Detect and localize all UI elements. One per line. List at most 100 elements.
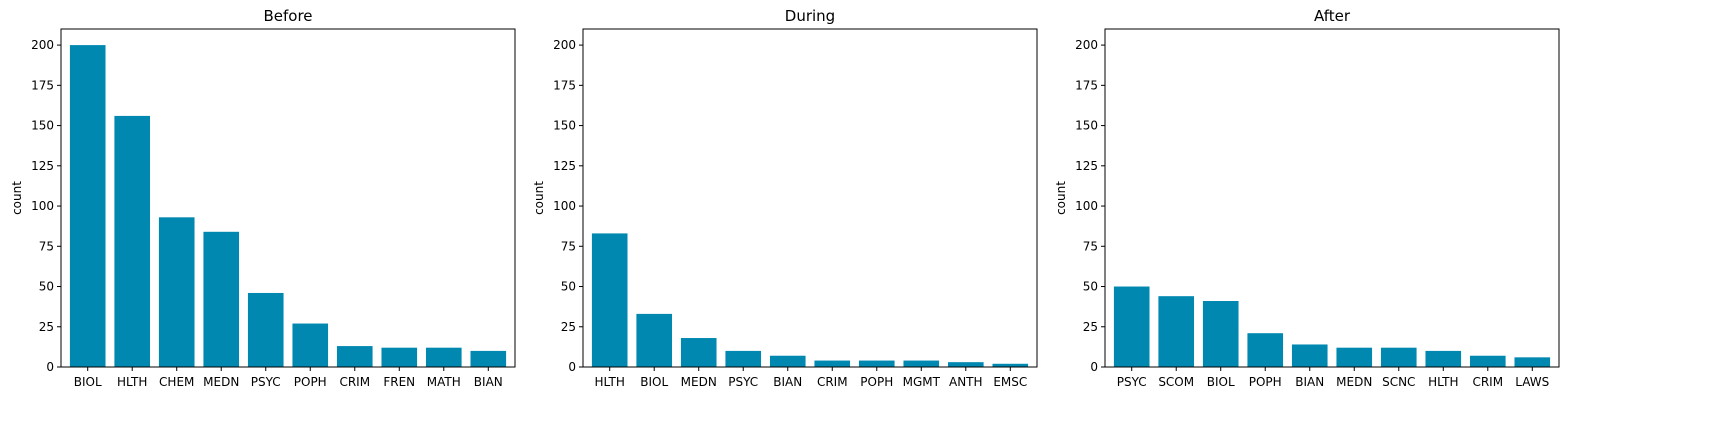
x-tick-label: SCNC <box>1382 375 1415 389</box>
x-tick-label: HLTH <box>1428 375 1458 389</box>
x-tick-label: FREN <box>383 375 415 389</box>
bar-bian <box>769 355 806 367</box>
bar-laws <box>1514 357 1551 367</box>
x-tick-label: PSYC <box>251 375 281 389</box>
y-tick-label: 50 <box>1083 280 1098 294</box>
x-tick-label: POPH <box>860 375 893 389</box>
x-tick-label: HLTH <box>117 375 147 389</box>
bar-medn <box>203 231 240 367</box>
x-tick-label: BIOL <box>74 375 102 389</box>
x-tick-label: MATH <box>427 375 461 389</box>
bar-math <box>425 347 462 367</box>
y-tick-label: 200 <box>1075 38 1098 52</box>
y-tick-label: 200 <box>31 38 54 52</box>
x-tick-label: HLTH <box>594 375 624 389</box>
y-tick-label: 125 <box>31 159 54 173</box>
bar-anth <box>947 362 984 367</box>
chart-panel-2: 0 25 50 75 100 125 150 175 200 HLTH BIOL MEDN PSYC BI… <box>532 7 1038 389</box>
bar-poph <box>1247 333 1284 367</box>
x-tick-label: MEDN <box>681 375 717 389</box>
bar-scnc <box>1380 347 1417 367</box>
y-tick-label: 150 <box>553 119 576 133</box>
bar-bian <box>470 350 507 367</box>
y-tick-label: 175 <box>1075 78 1098 92</box>
bar-hlth <box>114 115 151 367</box>
x-tick-label: CRIM <box>339 375 370 389</box>
x-tick-label: EMSC <box>993 375 1027 389</box>
y-tick-label: 25 <box>1083 320 1098 334</box>
y-tick-label: 175 <box>553 78 576 92</box>
bar-biol <box>1202 301 1239 367</box>
x-tick-label: CHEM <box>159 375 194 389</box>
y-axis-label: count <box>532 181 546 215</box>
x-tick-label: BIAN <box>773 375 802 389</box>
x-tick-label: LAWS <box>1515 375 1549 389</box>
y-tick-label: 100 <box>1075 199 1098 213</box>
axes-frame <box>1104 28 1560 368</box>
bar-psyc <box>1113 286 1150 367</box>
x-tick-label: ANTH <box>949 375 983 389</box>
y-tick-label: 25 <box>561 320 576 334</box>
bar-mgmt <box>903 360 940 367</box>
y-axis-label: count <box>10 181 24 215</box>
bar-chem <box>158 217 195 367</box>
y-tick-label: 50 <box>39 280 54 294</box>
bar-crim <box>814 360 851 367</box>
chart-title: During <box>785 7 835 25</box>
bar-hlth <box>591 233 628 367</box>
y-tick-label: 0 <box>1090 360 1098 374</box>
y-axis-label: count <box>1054 181 1068 215</box>
bar-psyc <box>725 350 762 367</box>
x-tick-label: BIOL <box>1207 375 1235 389</box>
x-tick-label: BIAN <box>474 375 503 389</box>
y-tick-label: 150 <box>1075 119 1098 133</box>
x-tick-label: MEDN <box>203 375 239 389</box>
y-tick-label: 75 <box>39 239 54 253</box>
y-tick-label: 50 <box>561 280 576 294</box>
x-tick-label: SCOM <box>1158 375 1194 389</box>
chart-panel-1: 0 25 50 75 100 125 150 175 200 BIOL HLTH CHEM MEDN PS… <box>10 7 516 389</box>
y-tick-label: 100 <box>31 199 54 213</box>
bar-fren <box>381 347 418 367</box>
bar-medn <box>1336 347 1373 367</box>
x-tick-label: POPH <box>294 375 327 389</box>
bar-crim <box>336 346 373 367</box>
x-tick-label: MGMT <box>903 375 941 389</box>
y-tick-label: 125 <box>553 159 576 173</box>
y-tick-label: 0 <box>568 360 576 374</box>
y-tick-label: 200 <box>553 38 576 52</box>
bar-biol <box>69 45 106 367</box>
x-tick-label: BIOL <box>640 375 668 389</box>
y-tick-label: 0 <box>46 360 54 374</box>
y-tick-label: 25 <box>39 320 54 334</box>
y-tick-label: 75 <box>561 239 576 253</box>
bar-poph <box>858 360 895 367</box>
axes-frame <box>582 28 1038 368</box>
x-tick-label: PSYC <box>728 375 758 389</box>
axes-frame <box>60 28 516 368</box>
bar-bian <box>1291 344 1328 367</box>
y-tick-label: 100 <box>553 199 576 213</box>
bar-psyc <box>247 292 284 367</box>
x-tick-label: MEDN <box>1336 375 1372 389</box>
x-tick-label: PSYC <box>1117 375 1147 389</box>
y-tick-label: 150 <box>31 119 54 133</box>
bar-medn <box>680 338 717 367</box>
bar-emsc <box>992 363 1029 367</box>
y-tick-label: 125 <box>1075 159 1098 173</box>
y-tick-label: 175 <box>31 78 54 92</box>
x-tick-label: POPH <box>1249 375 1282 389</box>
bar-scom <box>1158 296 1195 367</box>
bar-crim <box>1469 355 1506 367</box>
chart-title: After <box>1314 7 1351 25</box>
x-tick-label: CRIM <box>817 375 848 389</box>
x-tick-label: BIAN <box>1295 375 1324 389</box>
bar-biol <box>636 313 673 367</box>
x-tick-label: CRIM <box>1472 375 1503 389</box>
y-tick-label: 75 <box>1083 239 1098 253</box>
bar-hlth <box>1425 350 1462 367</box>
bar-poph <box>292 323 329 367</box>
chart-panel-3: 0 25 50 75 100 125 150 175 200 PSYC SCOM BIOL POPH BI… <box>1054 7 1560 389</box>
chart-title: Before <box>263 7 312 25</box>
